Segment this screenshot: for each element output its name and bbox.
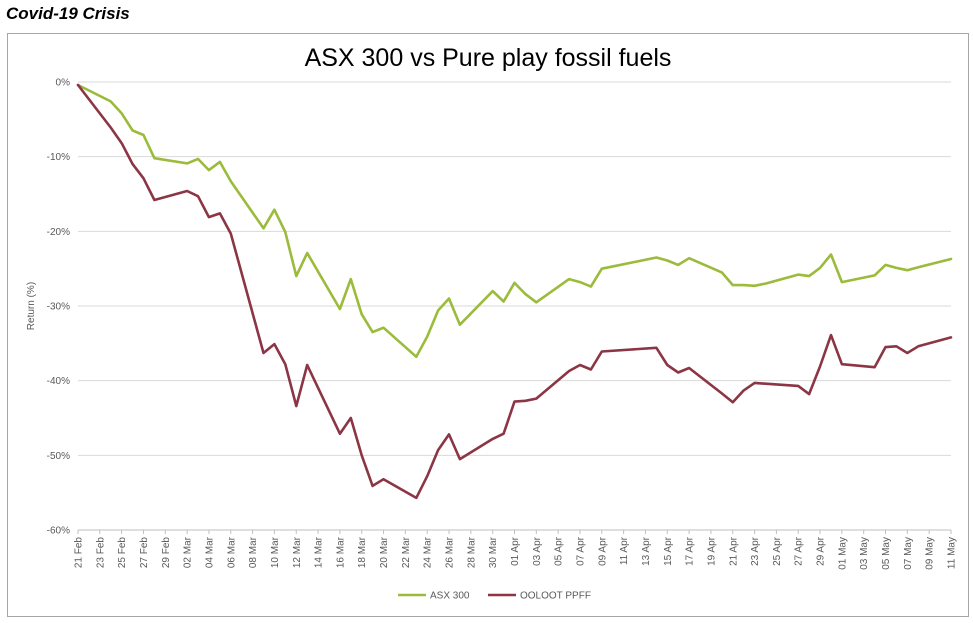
y-axis-label: Return (%) (26, 282, 37, 330)
grid-lines (78, 81, 951, 531)
x-axis-ticks: 21 Feb 23 Feb 25 Feb 27 Feb 29 Feb 02 Mar 04 M… (74, 530, 958, 570)
chart-title: ASX 300 vs Pure play fossil fuels (304, 44, 672, 72)
legend: ASX 300 OOLOOT PPFF (398, 591, 591, 602)
x-tick-label: 23 Apr (750, 536, 761, 566)
x-tick-label: 07 May (903, 537, 914, 570)
x-tick-label: 06 Mar (226, 536, 237, 568)
x-tick-label: 19 Apr (706, 536, 717, 566)
x-tick-label: 25 Apr (772, 536, 783, 566)
x-tick-label: 21 Apr (728, 536, 739, 566)
x-tick-label: 07 Apr (575, 536, 586, 566)
x-tick-label: 23 Feb (95, 537, 106, 569)
y-tick-label: -30% (47, 302, 70, 313)
legend-label: ASX 300 (430, 591, 470, 602)
legend-label: OOLOOT PPFF (520, 591, 591, 602)
x-tick-label: 02 Mar (183, 536, 194, 568)
chart-frame: ASX 300 vs Pure play fossil fuels 0% -10%… (7, 33, 969, 617)
x-tick-label: 01 Apr (510, 536, 521, 566)
series-line-1 (76, 83, 953, 500)
x-tick-label: 25 Feb (117, 537, 128, 569)
x-tick-label: 08 Mar (248, 536, 259, 568)
x-tick-label: 30 Mar (488, 536, 499, 568)
y-tick-label: -10% (47, 152, 70, 163)
y-axis-ticks: 0% -10% -20% -30% -40% -50% -60% (47, 78, 70, 537)
line-chart: 0%-10%-20%-30%-40%-50%-60% 21 Feb 23 Feb 2… (26, 78, 958, 602)
x-tick-label: 03 May (859, 537, 870, 570)
y-tick-label: -60% (47, 526, 70, 537)
y-tick-label: -40% (47, 376, 70, 387)
x-tick-label: 11 Apr (619, 536, 630, 565)
x-tick-label: 09 May (925, 537, 936, 570)
x-tick-label: 24 Mar (423, 536, 434, 568)
x-tick-label: 16 Mar (335, 536, 346, 568)
series-line-0 (76, 83, 953, 359)
x-tick-label: 04 Mar (204, 536, 215, 568)
y-tick-label: -50% (47, 451, 70, 462)
x-tick-label: 29 Feb (161, 537, 172, 569)
x-tick-label: 29 Apr (816, 536, 827, 566)
x-tick-label: 27 Apr (794, 536, 805, 566)
x-tick-label: 10 Mar (270, 536, 281, 568)
x-tick-label: 05 May (881, 537, 892, 570)
x-tick-label: 15 Apr (663, 536, 674, 566)
x-tick-label: 26 Mar (445, 536, 456, 568)
page-heading: Covid-19 Crisis (6, 4, 130, 23)
x-tick-label: 11 May (947, 537, 958, 569)
x-tick-label: 03 Apr (532, 536, 543, 566)
x-tick-label: 28 Mar (466, 536, 477, 568)
x-tick-label: 13 Apr (641, 536, 652, 566)
x-tick-label: 14 Mar (314, 536, 325, 568)
x-tick-label: 12 Mar (292, 536, 303, 568)
x-tick-label: 27 Feb (139, 537, 150, 569)
x-tick-label: 01 May (837, 537, 848, 570)
y-tick-label: 0% (56, 78, 71, 89)
x-tick-label: 09 Apr (597, 536, 608, 566)
x-tick-label: 21 Feb (74, 537, 85, 569)
x-tick-label: 17 Apr (685, 536, 696, 566)
y-tick-label: -20% (47, 227, 70, 238)
x-tick-label: 22 Mar (401, 536, 412, 568)
x-tick-label: 05 Apr (554, 536, 565, 566)
x-tick-label: 20 Mar (379, 536, 390, 568)
x-tick-label: 18 Mar (357, 536, 368, 568)
series-lines (76, 83, 953, 500)
